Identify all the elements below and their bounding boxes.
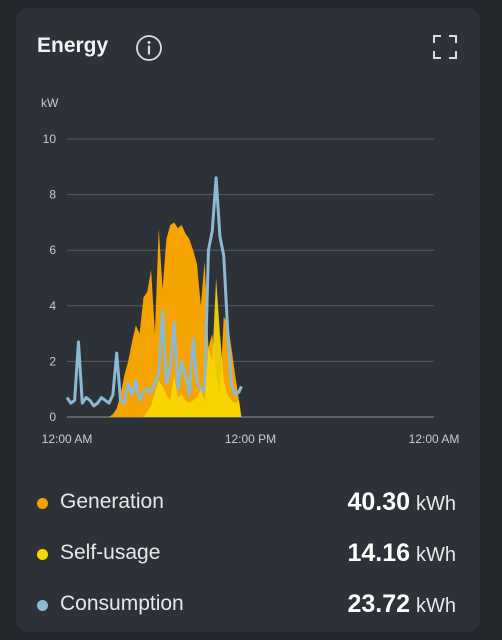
- legend-consumption: Consumption 23.72 kWh: [16, 586, 480, 626]
- x-axis-ticks: 12:00 AM 12:00 PM 12:00 AM: [42, 432, 460, 446]
- y-tick-label-0: 0: [49, 410, 56, 424]
- x-tick-label-2: 12:00 AM: [409, 432, 460, 446]
- fullscreen-icon[interactable]: [432, 34, 458, 60]
- y-tick-label-10: 10: [43, 132, 57, 146]
- chart-series: [65, 176, 243, 417]
- y-tick-label-6: 6: [49, 243, 56, 257]
- consumption-value: 23.72 kWh: [347, 590, 456, 618]
- generation-dot: [37, 498, 48, 509]
- y-axis-unit-label: kW: [41, 96, 59, 110]
- self-usage-label: Self-usage: [60, 541, 161, 564]
- card-title: Energy: [37, 34, 109, 57]
- legend-self-usage: Self-usage 14.16 kWh: [16, 535, 480, 575]
- generation-label: Generation: [60, 490, 164, 513]
- self-usage-value: 14.16 kWh: [347, 539, 456, 567]
- x-tick-label-1: 12:00 PM: [225, 432, 276, 446]
- consumption-line: [65, 176, 243, 408]
- x-tick-label-0: 12:00 AM: [42, 432, 93, 446]
- info-icon[interactable]: [135, 34, 163, 62]
- generation-area: [67, 222, 242, 417]
- generation-value: 40.30 kWh: [347, 488, 456, 516]
- consumption-dot: [37, 600, 48, 611]
- energy-card: Energy kW 0 2 4 6 8 10 12:00 AM 12:00 PM 12:00 …: [16, 8, 480, 632]
- consumption-label: Consumption: [60, 592, 184, 615]
- self-usage-dot: [37, 549, 48, 560]
- energy-chart: kW 0 2 4 6 8 10 12:00 AM 12:00 PM 12:00 AM: [41, 96, 460, 446]
- y-tick-label-2: 2: [49, 354, 56, 368]
- y-tick-label-4: 4: [49, 299, 56, 313]
- y-tick-label-8: 8: [49, 188, 56, 202]
- self-usage-area: [67, 278, 242, 417]
- legend-generation: Generation 40.30 kWh: [16, 484, 480, 524]
- chart-grid: 0 2 4 6 8 10: [43, 132, 434, 424]
